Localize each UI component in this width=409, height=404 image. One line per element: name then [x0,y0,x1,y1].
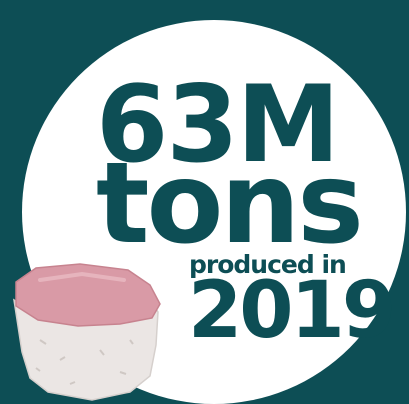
infographic-card: 63M tons produced in 2019 [0,0,409,403]
soap-bar-icon [0,0,409,403]
